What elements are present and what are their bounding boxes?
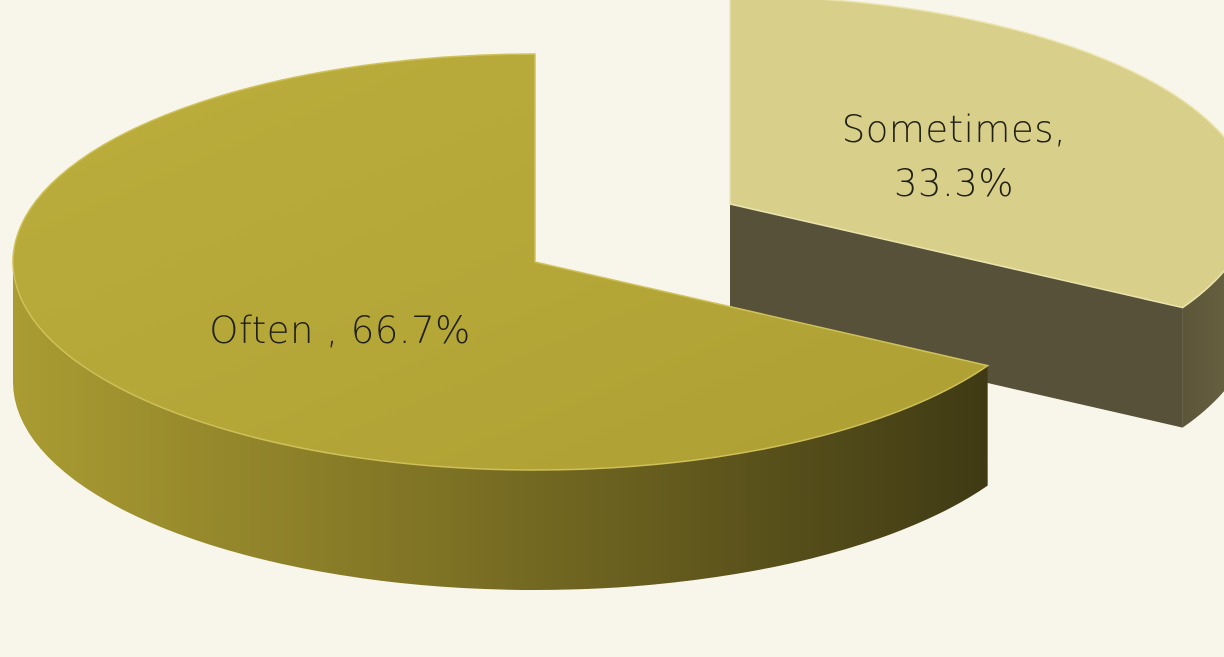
slice-sometimes-cut-wall-1 [730,204,1183,428]
slice-often-top [12,53,990,471]
labels-layer: Often , 66.7% Sometimes, 33.3% [209,108,1066,352]
slice-label-sometimes-line1: Sometimes, [842,108,1067,151]
slice-label-sometimes-line2: 33.3% [894,162,1014,205]
slices-layer [12,0,1224,590]
slice-often-outer-wall [13,262,988,590]
slice-sometimes-outer-wall [1182,271,1224,428]
slice-label-often: Often , 66.7% [209,309,471,352]
slice-sometimes-top [729,0,1224,309]
